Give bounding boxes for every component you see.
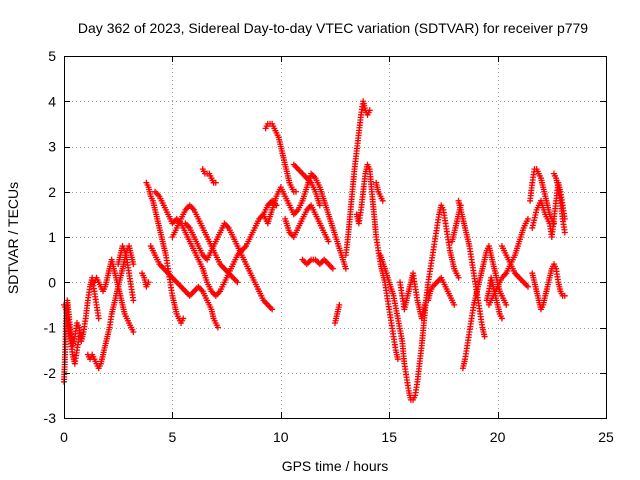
data-point [130, 297, 137, 304]
data-point [316, 202, 323, 209]
data-point [481, 333, 488, 340]
plot-frame [64, 56, 607, 419]
y-tick-label: 5 [48, 48, 56, 64]
data-point [379, 197, 386, 204]
x-tick-label: 20 [490, 429, 506, 445]
data-point [561, 292, 568, 299]
data-point [130, 261, 137, 268]
data-point [457, 202, 464, 209]
data-point [524, 283, 531, 290]
y-tick-label: 2 [48, 184, 56, 200]
data-point [130, 329, 137, 336]
data-point [214, 324, 221, 331]
data-point [269, 306, 276, 313]
data-point [366, 107, 373, 114]
y-tick-label: 0 [48, 274, 56, 290]
y-tick-label: -3 [44, 410, 57, 426]
x-tick-label: 0 [60, 429, 68, 445]
y-tick-label: -2 [44, 365, 57, 381]
data-point [145, 279, 152, 286]
data-point [336, 301, 343, 308]
data-point [76, 333, 83, 340]
data-point [212, 179, 219, 186]
data-point [234, 279, 241, 286]
x-tick-label: 15 [381, 429, 397, 445]
data-point [95, 315, 102, 322]
data-point [394, 356, 401, 363]
data-point [325, 238, 332, 245]
data-points [61, 98, 568, 403]
x-tick-label: 10 [273, 429, 289, 445]
y-tick-label: 4 [48, 93, 56, 109]
y-tick-label: 3 [48, 139, 56, 155]
x-axis-label: GPS time / hours [282, 458, 389, 474]
chart-title: Day 362 of 2023, Sidereal Day-to-day VTE… [78, 20, 588, 36]
y-axis-label: SDTVAR / TECUs [5, 182, 21, 294]
data-point [342, 265, 349, 272]
data-point [455, 274, 462, 281]
data-point [180, 315, 187, 322]
x-tick-label: 5 [169, 429, 177, 445]
data-point [451, 301, 458, 308]
data-point [561, 229, 568, 236]
data-point [498, 315, 505, 322]
y-tick-label: -1 [44, 320, 57, 336]
data-point [329, 265, 336, 272]
data-point [503, 301, 510, 308]
x-tick-label: 25 [598, 429, 614, 445]
y-tick-label: 1 [48, 229, 56, 245]
data-point [292, 188, 299, 195]
data-point [524, 215, 531, 222]
